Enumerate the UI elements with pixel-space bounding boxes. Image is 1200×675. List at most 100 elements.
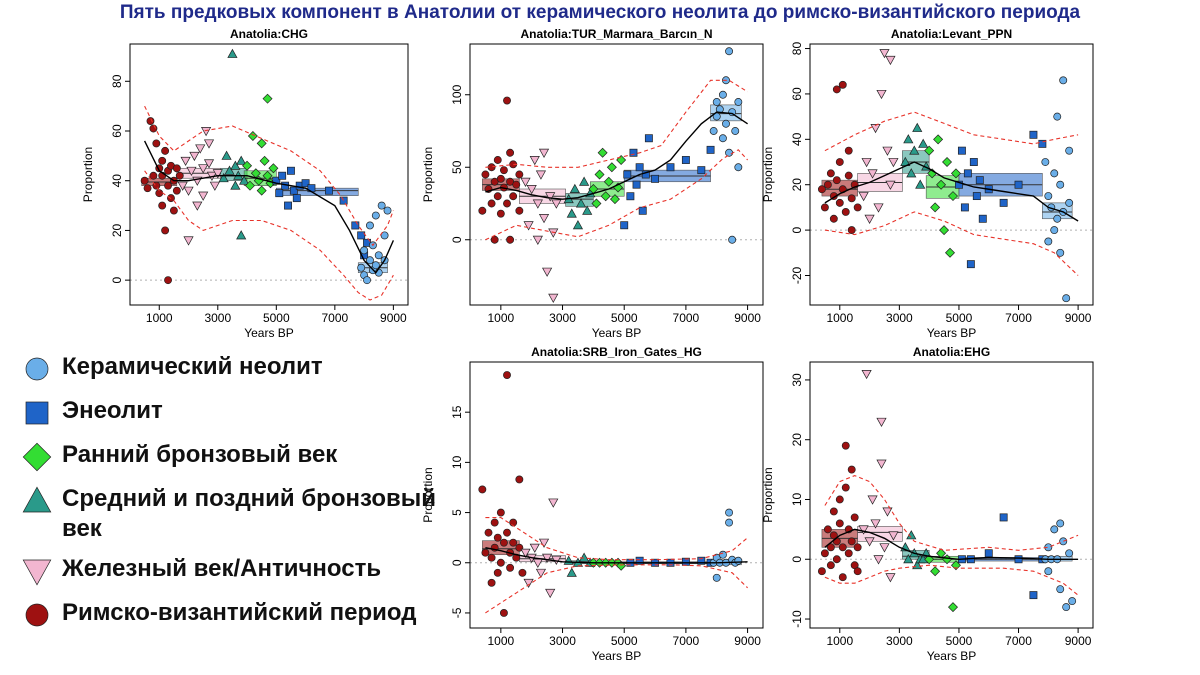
- data-point: [496, 209, 505, 218]
- data-point: [725, 148, 734, 157]
- legend-label: Средний и поздний бронзовый век: [62, 485, 436, 542]
- data-point: [1050, 226, 1059, 235]
- data-point: [286, 166, 295, 175]
- y-tick-label: 0: [790, 226, 804, 233]
- x-tick-label: 3000: [886, 634, 913, 648]
- data-point: [1068, 597, 1077, 606]
- data-point: [826, 169, 835, 178]
- data-point: [360, 246, 369, 255]
- x-tick-label: 9000: [380, 311, 407, 325]
- data-point: [212, 169, 223, 179]
- data-point: [709, 127, 718, 135]
- data-point: [885, 55, 896, 66]
- data-point: [529, 156, 540, 166]
- data-point: [230, 180, 241, 190]
- data-point: [478, 206, 487, 215]
- legend-label: Энеолит: [62, 397, 163, 424]
- data-point: [826, 543, 835, 552]
- x-tick-label: 1000: [487, 634, 514, 648]
- data-point: [256, 185, 267, 196]
- data-point: [597, 147, 608, 158]
- data-point: [496, 508, 505, 517]
- data-point: [149, 171, 158, 180]
- data-point: [870, 519, 881, 529]
- data-point: [841, 441, 850, 450]
- data-point: [1056, 519, 1065, 528]
- data-point: [947, 602, 958, 613]
- x-tick-label: 5000: [611, 311, 638, 325]
- x-tick-label: 3000: [549, 634, 576, 648]
- y-axis-label: Proportion: [761, 467, 775, 522]
- data-point: [823, 525, 832, 534]
- data-point: [152, 139, 161, 148]
- ci-upper-line: [824, 111, 1079, 152]
- data-point: [641, 170, 650, 179]
- y-tick-label: 100: [450, 84, 464, 104]
- data-point: [357, 231, 366, 240]
- legend-item: Железный век/Античность: [20, 554, 440, 588]
- data-point: [512, 180, 521, 189]
- x-tick-label: 5000: [611, 634, 638, 648]
- data-point: [366, 221, 374, 230]
- data-point: [817, 185, 826, 194]
- y-tick-label: 80: [790, 42, 804, 56]
- legend-marker: [25, 603, 49, 627]
- data-point: [515, 170, 524, 179]
- data-point: [620, 221, 629, 230]
- legend-marker: [25, 401, 49, 425]
- data-point: [509, 192, 518, 201]
- legend-item: Средний и поздний бронзовый век: [20, 484, 440, 544]
- data-point: [820, 203, 829, 212]
- data-point: [734, 163, 743, 172]
- data-point: [172, 164, 181, 173]
- x-tick-label: 9000: [734, 634, 761, 648]
- data-point: [829, 214, 838, 223]
- data-point: [864, 214, 875, 224]
- data-point: [566, 208, 577, 218]
- legend-item: Ранний бронзовый век: [20, 440, 440, 474]
- chart-panel-iron-gates-hg: Anatolia:SRB_Iron_Gates_HG 1000 3000 5000 70…: [421, 345, 764, 663]
- plot-frame: [809, 43, 1094, 306]
- data-point: [725, 47, 734, 56]
- y-tick-label: 80: [110, 74, 124, 88]
- data-point: [832, 176, 841, 185]
- data-point: [847, 194, 856, 203]
- data-point: [292, 194, 301, 203]
- data-point: [718, 90, 727, 99]
- data-point: [885, 180, 896, 190]
- data-point: [236, 230, 247, 240]
- x-tick-label: 9000: [734, 311, 761, 325]
- fit-line: [824, 528, 1079, 561]
- fit-line: [485, 547, 748, 564]
- data-point: [969, 158, 978, 166]
- data-point: [377, 201, 386, 210]
- y-tick-label: -20: [790, 266, 804, 284]
- fit-line: [143, 140, 395, 274]
- y-axis-label: Proportion: [421, 467, 435, 522]
- y-axis-label: Proportion: [421, 147, 435, 202]
- data-point: [161, 146, 170, 155]
- data-point: [1029, 591, 1038, 600]
- data-point: [841, 483, 850, 492]
- data-point: [832, 85, 841, 94]
- x-axis-label: Years BP: [927, 326, 977, 340]
- data-point: [538, 538, 550, 548]
- data-point: [230, 160, 241, 170]
- chart-panel-chg: Anatolia:CHG 1000 3000 5000 7000 9000 Years BP…: [81, 27, 409, 340]
- data-point: [1062, 603, 1071, 612]
- y-tick-label: 60: [790, 87, 804, 101]
- x-tick-label: 3000: [204, 311, 231, 325]
- data-point: [966, 260, 975, 269]
- data-point: [518, 568, 527, 577]
- data-point: [972, 192, 981, 201]
- data-point: [832, 555, 841, 564]
- data-point: [575, 198, 587, 208]
- data-point: [1056, 180, 1065, 189]
- data-point: [506, 563, 515, 572]
- data-point: [930, 202, 941, 213]
- y-tick-label: 50: [450, 160, 464, 174]
- data-point: [616, 560, 627, 571]
- data-point: [351, 221, 360, 230]
- y-tick-label: 40: [790, 132, 804, 146]
- x-axis-label: Years BP: [592, 649, 642, 663]
